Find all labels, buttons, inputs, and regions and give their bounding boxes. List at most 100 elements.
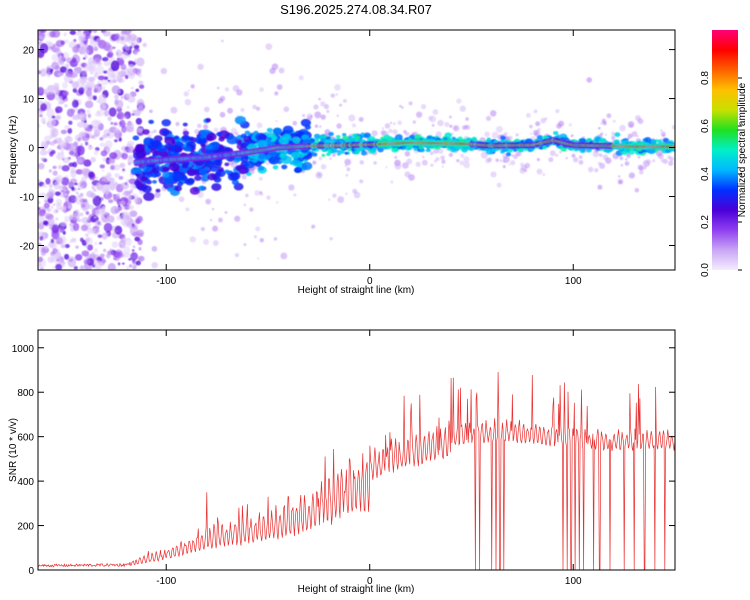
spectrogram-point (50, 238, 55, 244)
spectrogram-point (138, 247, 142, 251)
spectrogram-point (429, 151, 434, 156)
spectrogram-point (216, 131, 222, 137)
spectrogram-point (127, 205, 135, 210)
spectrogram-point (74, 182, 78, 186)
spectrogram-point (87, 223, 92, 227)
spectrogram-point (84, 54, 88, 59)
spectrogram-point (64, 244, 70, 249)
spectrogram-point (185, 178, 195, 186)
spectrogram-point (499, 159, 503, 163)
snr-series-line (38, 371, 675, 570)
spectrogram-point (292, 136, 301, 144)
spectrogram-point (244, 130, 251, 135)
spectrogram-point (38, 70, 42, 75)
spectrogram-point (276, 201, 279, 204)
spectrogram-point (210, 219, 213, 222)
spectrogram-point (99, 242, 103, 245)
spectrogram-point (84, 141, 89, 146)
spectrogram-point (619, 124, 626, 132)
spectrogram-point (252, 104, 257, 110)
spectrogram-point (130, 252, 139, 261)
spectrogram-point (660, 131, 666, 137)
spectrogram-point (40, 249, 47, 256)
spectrogram-point (266, 195, 271, 200)
spectrogram-point (323, 103, 329, 110)
spectrogram-point (97, 234, 103, 239)
spectrogram-point (52, 170, 58, 176)
spectrogram-point (72, 161, 78, 168)
spectrogram-point (40, 157, 46, 161)
spectrogram-point (76, 218, 82, 223)
spectrogram-point (155, 188, 161, 193)
spectrogram-point (245, 193, 249, 198)
spectrogram-point (614, 132, 621, 137)
spectrogram-point (463, 161, 471, 169)
spectrogram-point (337, 152, 341, 156)
spectrogram-point (135, 260, 141, 266)
snr-x-ticks: -100 0 100 (156, 330, 582, 587)
spectrogram-point (408, 101, 413, 106)
spectrogram-point (116, 193, 120, 198)
spectrogram-point (55, 115, 62, 120)
spectrogram-point (371, 130, 378, 137)
spectrogram-point (118, 176, 124, 180)
spectrogram-point (79, 113, 85, 120)
spectrogram-point (503, 132, 508, 137)
spectrogram-point (450, 146, 456, 150)
spectrogram-point (65, 175, 68, 178)
spectrogram-point (56, 153, 65, 160)
spectrogram-point (194, 128, 200, 135)
spectrogram-point (349, 138, 355, 143)
spectrogram-point (533, 129, 539, 136)
spectrogram-point (598, 126, 601, 130)
spectrogram-point (152, 179, 157, 184)
spectrogram-point (49, 241, 58, 250)
spectrogram-point (240, 142, 248, 149)
spectrogram-point (74, 86, 78, 89)
spectrogram-point (91, 251, 95, 256)
spectrogram-point (110, 60, 120, 72)
spectrogram-point (51, 83, 60, 93)
spectrogram-point (126, 105, 130, 110)
spectrogram-point (205, 198, 212, 205)
spectrogram-point (110, 165, 115, 171)
spectrogram-point (42, 121, 46, 125)
spectrogram-point (326, 152, 331, 157)
spectrogram-point (124, 74, 129, 80)
spectrogram-point (328, 131, 334, 137)
spectrogram-point (117, 113, 123, 117)
spectrogram-point (241, 174, 247, 180)
spectrogram-point (643, 166, 647, 170)
spectrogram-point (244, 160, 255, 169)
spectrogram-point (313, 104, 319, 110)
spectrogram-point (68, 150, 75, 156)
spectrogram-point (107, 262, 116, 270)
spectrogram-point (62, 157, 70, 164)
spectrogram-point (359, 160, 364, 165)
spectrogram-point (359, 179, 364, 184)
snr-y-ticks: 0 200 400 600 800 1000 (12, 344, 675, 577)
spectrogram-point (360, 150, 367, 156)
spectrogram-point (500, 135, 506, 141)
spectrogram-point (452, 124, 460, 132)
spectrogram-point (197, 123, 202, 129)
spectrogram-point (59, 227, 65, 233)
spectrogram-point (660, 129, 663, 132)
spectrogram-point (327, 198, 331, 201)
spectrogram-point (198, 168, 207, 175)
spectrogram-point (274, 91, 279, 96)
spectrogram-point (71, 57, 77, 64)
spectrogram-point (597, 184, 603, 190)
spectrogram-point (660, 158, 665, 163)
spectrogram-point (43, 202, 50, 209)
spectrogram-point (401, 106, 404, 109)
spectrogram-point (194, 175, 202, 181)
spectrogram-point (138, 232, 144, 238)
spectrogram-point (256, 122, 263, 129)
spectrogram-point (118, 240, 126, 249)
spectrogram-point (52, 203, 56, 206)
spectrogram-point (491, 131, 499, 139)
spectrogram-point (298, 75, 304, 81)
spectrogram-point (231, 179, 239, 186)
